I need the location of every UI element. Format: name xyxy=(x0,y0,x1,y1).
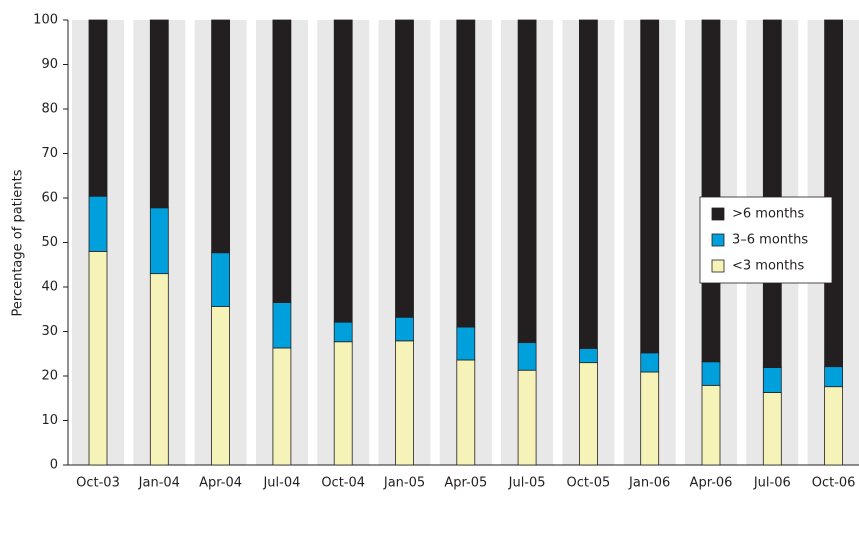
y-axis-label: Percentage of patients xyxy=(11,169,26,316)
bar-segment xyxy=(640,352,660,373)
x-tick-label: Jul-04 xyxy=(262,476,300,491)
bar-segment xyxy=(395,316,414,342)
bar-segment xyxy=(640,371,660,466)
legend-swatch xyxy=(711,259,725,273)
bar-segment xyxy=(272,19,292,303)
bar-segment xyxy=(701,361,721,386)
bar-segment xyxy=(211,19,231,254)
y-tick-label: 30 xyxy=(41,324,58,339)
y-tick-label: 40 xyxy=(41,280,58,295)
legend-swatch xyxy=(711,233,725,247)
bar-segment xyxy=(272,302,292,349)
bar-segment xyxy=(824,366,843,388)
y-tick-label: 50 xyxy=(41,235,58,250)
bar-segment xyxy=(456,326,476,361)
bar-segment xyxy=(762,392,782,466)
x-tick-label: Oct-05 xyxy=(567,476,611,491)
legend-label: 3–6 months xyxy=(732,233,808,248)
x-tick-label: Oct-03 xyxy=(76,476,120,491)
x-tick-label: Jan-06 xyxy=(628,476,670,491)
bar-segment xyxy=(456,359,476,466)
y-tick-label: 10 xyxy=(41,413,58,428)
y-tick-label: 90 xyxy=(41,57,58,72)
bar-segment xyxy=(149,273,169,466)
bar-segment xyxy=(762,367,782,393)
bar-segment xyxy=(579,348,598,364)
x-tick-label: Jul-06 xyxy=(753,476,791,491)
bar-segment xyxy=(701,384,721,466)
bar-segment xyxy=(272,347,292,466)
legend-label: <3 months xyxy=(732,259,804,274)
x-tick-label: Apr-06 xyxy=(690,476,733,491)
bar-segment xyxy=(517,19,537,344)
x-tick-label: Oct-04 xyxy=(321,476,365,491)
bar-segment xyxy=(211,252,231,307)
bar-segment xyxy=(333,19,353,323)
x-tick-label: Jan-05 xyxy=(383,476,425,491)
bar-segment xyxy=(149,207,169,275)
y-tick-label: 100 xyxy=(33,13,58,28)
bar-segment xyxy=(579,19,598,349)
bar-segment xyxy=(824,386,843,466)
x-tick-label: Jul-05 xyxy=(508,476,546,491)
y-tick-label: 70 xyxy=(41,146,58,161)
bar-segment xyxy=(517,369,537,466)
x-tick-label: Oct-06 xyxy=(812,476,856,491)
x-tick-label: Apr-05 xyxy=(444,476,487,491)
bar-segment xyxy=(149,19,169,209)
bar-segment xyxy=(88,195,108,252)
bar-segment xyxy=(333,321,353,343)
bar-segment xyxy=(395,19,414,318)
legend-swatch xyxy=(711,207,725,221)
x-tick-label: Apr-04 xyxy=(199,476,242,491)
y-tick-label: 80 xyxy=(41,102,58,117)
bar-segment xyxy=(762,19,782,368)
bar-segment xyxy=(824,19,843,368)
bar-segment xyxy=(88,250,108,466)
y-tick-label: 0 xyxy=(50,458,58,473)
y-tick-label: 60 xyxy=(41,191,58,206)
bar-segment xyxy=(395,340,414,466)
bar-segment xyxy=(333,341,353,466)
x-tick-label: Jan-04 xyxy=(138,476,180,491)
bar-segment xyxy=(701,19,721,363)
bar-segment xyxy=(579,362,598,466)
bar-segment xyxy=(88,19,108,197)
bar-segment xyxy=(517,342,537,371)
legend-label: >6 months xyxy=(732,207,804,222)
bar-segment xyxy=(456,19,476,328)
bar-segment xyxy=(640,19,660,354)
bar-segment xyxy=(211,306,231,466)
y-tick-label: 20 xyxy=(41,369,58,384)
